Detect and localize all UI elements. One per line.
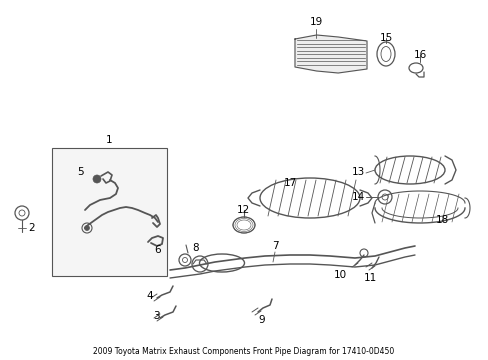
Text: 3: 3 <box>152 311 159 321</box>
Circle shape <box>84 225 89 230</box>
Text: 4: 4 <box>146 291 153 301</box>
Text: 7: 7 <box>271 241 278 251</box>
Text: 18: 18 <box>434 215 447 225</box>
Text: 9: 9 <box>258 315 265 325</box>
Text: 17: 17 <box>283 178 296 188</box>
Text: 13: 13 <box>351 167 364 177</box>
Text: 1: 1 <box>106 135 113 145</box>
Polygon shape <box>294 35 366 73</box>
Text: 12: 12 <box>236 205 249 215</box>
Text: 2009 Toyota Matrix Exhaust Components Front Pipe Diagram for 17410-0D450: 2009 Toyota Matrix Exhaust Components Fr… <box>93 347 394 356</box>
Text: 11: 11 <box>363 273 376 283</box>
Text: 10: 10 <box>333 270 346 280</box>
Circle shape <box>93 175 101 183</box>
Text: 2: 2 <box>29 223 35 233</box>
Text: 19: 19 <box>309 17 322 27</box>
Text: 15: 15 <box>379 33 392 43</box>
Text: 8: 8 <box>192 243 199 253</box>
Text: 6: 6 <box>154 245 161 255</box>
Bar <box>52 148 167 276</box>
Text: 14: 14 <box>351 192 364 202</box>
Text: 16: 16 <box>412 50 426 60</box>
Text: 5: 5 <box>77 167 83 177</box>
